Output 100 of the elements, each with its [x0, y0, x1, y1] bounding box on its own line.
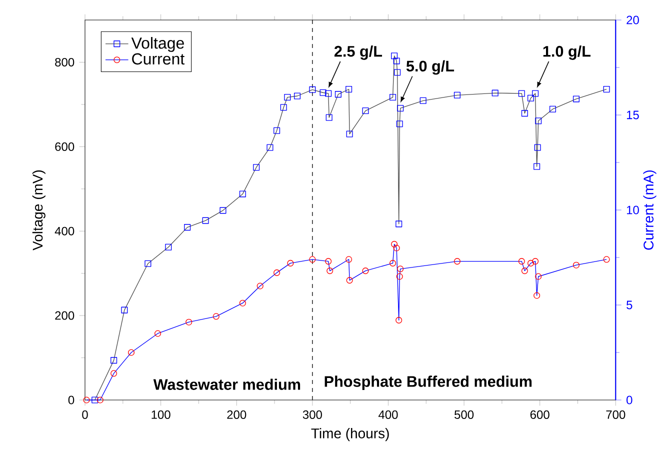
point	[144, 260, 152, 267]
point	[309, 86, 316, 93]
point	[532, 90, 539, 97]
x-tick-label: 500	[454, 410, 474, 419]
point	[346, 86, 352, 93]
point	[521, 110, 528, 117]
point	[572, 96, 580, 102]
y2-tick-label: 10	[626, 206, 639, 214]
legend-label: Voltage	[131, 37, 184, 52]
y-tick-label: 400	[54, 226, 74, 236]
point	[96, 396, 104, 404]
y-axis-title: Voltage (mV)	[32, 170, 46, 250]
point	[274, 127, 280, 134]
point	[391, 52, 398, 60]
point	[603, 256, 610, 263]
point	[256, 282, 264, 290]
point	[396, 273, 403, 280]
x-tick-label: 700	[606, 410, 626, 419]
x-tick-label: 200	[227, 410, 246, 419]
point	[535, 273, 542, 280]
point	[280, 104, 287, 111]
x-tick-label: 400	[378, 410, 398, 419]
point	[220, 207, 226, 214]
point	[572, 262, 580, 268]
point	[362, 268, 369, 274]
point	[390, 260, 396, 266]
annotation: 2.5 g/L	[334, 46, 382, 60]
point	[326, 114, 332, 121]
y2-tick-label: 20	[626, 16, 639, 24]
point	[362, 108, 369, 114]
point	[394, 69, 401, 76]
point	[396, 120, 403, 128]
point	[535, 118, 542, 124]
point	[121, 306, 128, 314]
point	[202, 217, 209, 224]
point	[239, 190, 246, 198]
point	[391, 240, 398, 248]
point	[284, 94, 291, 101]
x-tick-label: 100	[152, 410, 170, 419]
y-tick-label: 200	[55, 311, 74, 320]
x-tick-label: 600	[530, 410, 550, 419]
point	[527, 260, 534, 266]
point	[83, 396, 90, 404]
x-tick-label: 300	[302, 410, 322, 419]
point	[128, 349, 135, 356]
point	[253, 164, 260, 171]
point	[320, 89, 326, 96]
point	[603, 86, 610, 93]
y2-tick-label: 0	[626, 396, 632, 404]
point	[549, 106, 556, 112]
annotation: 5.0 g/L	[406, 60, 454, 75]
point	[397, 266, 404, 272]
point	[532, 258, 539, 265]
point	[154, 330, 162, 337]
legend-label: Current	[132, 53, 185, 65]
point	[534, 163, 540, 170]
point	[518, 90, 525, 97]
y-tick-label: 0	[68, 396, 74, 404]
y-tick-label: 600	[55, 142, 74, 151]
point	[390, 94, 396, 101]
point	[165, 244, 172, 250]
point	[110, 370, 118, 377]
y2-tick-label: 5	[626, 300, 632, 310]
point	[521, 268, 528, 274]
y-tick-label: 800	[55, 58, 74, 66]
point	[186, 318, 192, 326]
point	[294, 92, 301, 100]
point	[326, 268, 334, 274]
point	[110, 357, 118, 364]
annotation: 1.0 g/L	[543, 46, 590, 60]
point	[346, 130, 353, 138]
point	[518, 258, 525, 265]
x-axis-title: Time (hours)	[311, 428, 389, 442]
point	[274, 269, 280, 276]
point	[92, 396, 98, 404]
point	[239, 300, 246, 306]
point	[266, 144, 274, 151]
point	[492, 90, 498, 96]
point	[325, 90, 332, 97]
y2-axis-title: Current (mA)	[643, 170, 656, 250]
point	[184, 224, 191, 231]
x-tick-label: 0	[82, 410, 88, 419]
point	[454, 92, 460, 98]
point	[287, 260, 294, 266]
point	[334, 91, 342, 98]
point	[346, 277, 353, 284]
point	[393, 244, 400, 252]
point	[420, 97, 426, 104]
point	[397, 104, 404, 112]
y2-tick-label: 15	[626, 110, 639, 120]
point	[396, 316, 402, 324]
annotation: Wastewater medium	[153, 378, 300, 390]
point	[309, 256, 316, 263]
point	[454, 258, 460, 265]
point	[534, 144, 541, 151]
point	[396, 220, 402, 228]
point	[527, 94, 534, 102]
point	[393, 58, 400, 64]
point	[325, 258, 332, 265]
point	[212, 313, 220, 320]
